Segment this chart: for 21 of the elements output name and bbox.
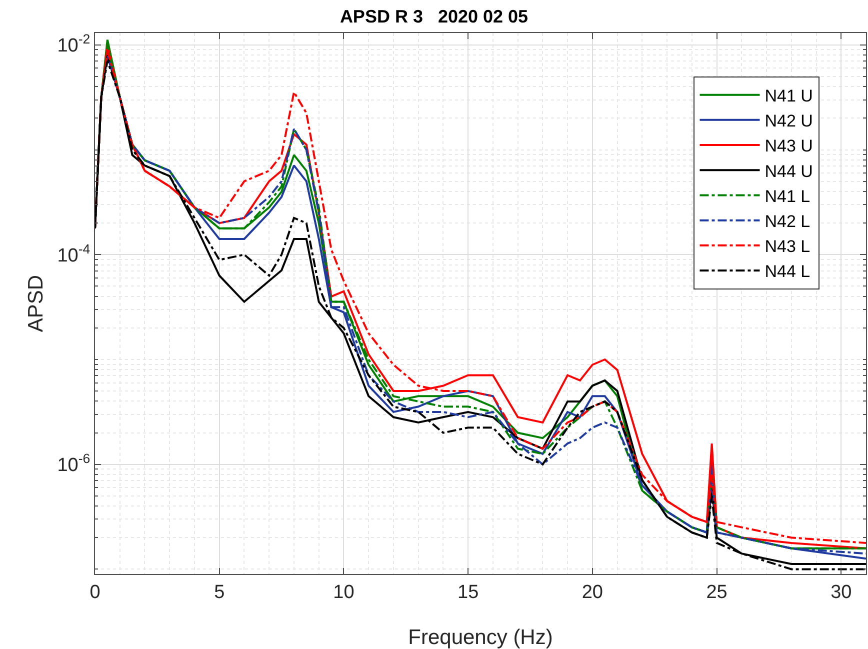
legend-label: N42 U [764,112,813,131]
x-tick-label: 0 [90,582,100,603]
chart-title: APSD R 3 2020 02 05 [340,6,528,26]
y-tick-label: 10$^{-4}$ [57,241,90,266]
legend-label: N44 L [764,262,810,282]
y-axis-title: APSD [24,274,48,332]
x-axis-title: Frequency (Hz) [408,626,553,649]
legend-label: N41 L [764,186,810,206]
x-tick-label: 10 [333,582,354,603]
y-tick-label: 10$^{-6}$ [57,451,90,476]
legend-label: N41 U [764,86,813,106]
legend-label: N43 U [764,136,813,156]
y-tick-label: 10$^{-2}$ [57,32,90,57]
x-tick-label: 15 [457,582,479,603]
x-tick-label: 25 [706,582,728,603]
x-tick-label: 5 [214,582,225,603]
legend-label: N44 U [764,162,813,181]
x-tick-label: 30 [830,582,852,603]
legend-label: N43 L [764,237,810,256]
legend-label: N42 L [764,212,810,231]
x-tick-label: 20 [582,582,603,603]
